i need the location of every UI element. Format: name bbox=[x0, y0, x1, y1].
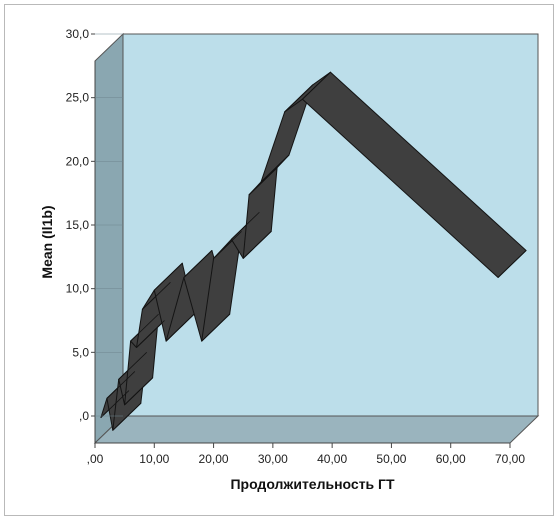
x-tick-label: 20,00 bbox=[199, 452, 229, 466]
y-tick-label: 15,0 bbox=[66, 218, 90, 232]
y-tick-label: 20,0 bbox=[66, 154, 90, 168]
ribbon-point-0-5 bbox=[130, 313, 159, 342]
ribbon-point-0-13 bbox=[231, 211, 260, 240]
ribbon-point-0-7 bbox=[142, 282, 171, 310]
x-axis-title: Продолжительность ГТ bbox=[230, 476, 395, 492]
ribbon-point-0-11 bbox=[201, 313, 230, 342]
ribbon-point-0-17 bbox=[284, 84, 313, 113]
floor bbox=[93, 415, 540, 444]
ribbon-point-0-4 bbox=[124, 377, 153, 406]
ribbon-point-0-0 bbox=[100, 390, 130, 418]
ribbon-point-0-9 bbox=[165, 313, 195, 342]
ribbon-point-0-6 bbox=[136, 320, 165, 348]
ribbon-point-0-12 bbox=[213, 231, 242, 259]
y-tick-label: 10,0 bbox=[66, 282, 90, 296]
x-tick-label: 60,00 bbox=[436, 452, 466, 466]
x-axis: ,00 10,00 20,00 30,00 40,00 50,00 60,00 70,00 bbox=[87, 443, 525, 466]
ribbon-point-0-3 bbox=[118, 352, 147, 380]
ribbon-point-0-14 bbox=[242, 231, 272, 259]
ribbon-point-0-1 bbox=[106, 371, 136, 399]
y-tick-label: 5,0 bbox=[72, 345, 89, 359]
x-tick-label: 70,00 bbox=[495, 452, 525, 466]
ribbon-point-0-10 bbox=[183, 250, 213, 278]
ribbon-point-0-2 bbox=[112, 402, 142, 431]
ribbon-point-0-8 bbox=[154, 262, 183, 291]
y-tick-label: 25,0 bbox=[66, 91, 90, 105]
y-axis-title: Mean (Il1b) bbox=[39, 205, 55, 278]
ribbon-point-0-16 bbox=[260, 154, 290, 183]
y-tick-label: ,0 bbox=[79, 409, 89, 423]
x-tick-label: 30,00 bbox=[258, 452, 288, 466]
ribbon-point-0-18 bbox=[302, 71, 331, 100]
y-axis: ,0 5,0 10,0 15,0 20,0 25,0 30,0 bbox=[66, 27, 123, 443]
x-tick-label: 10,00 bbox=[139, 452, 169, 466]
x-tick-label: 50,00 bbox=[376, 452, 406, 466]
data-ribbon bbox=[100, 71, 527, 431]
ribbon-point-0-15 bbox=[248, 167, 278, 195]
y-tick-label: 30,0 bbox=[66, 27, 90, 41]
ribbon-point-0-19 bbox=[497, 250, 527, 278]
x-tick-label: 40,00 bbox=[317, 452, 347, 466]
x-tick-label: ,00 bbox=[87, 452, 104, 466]
